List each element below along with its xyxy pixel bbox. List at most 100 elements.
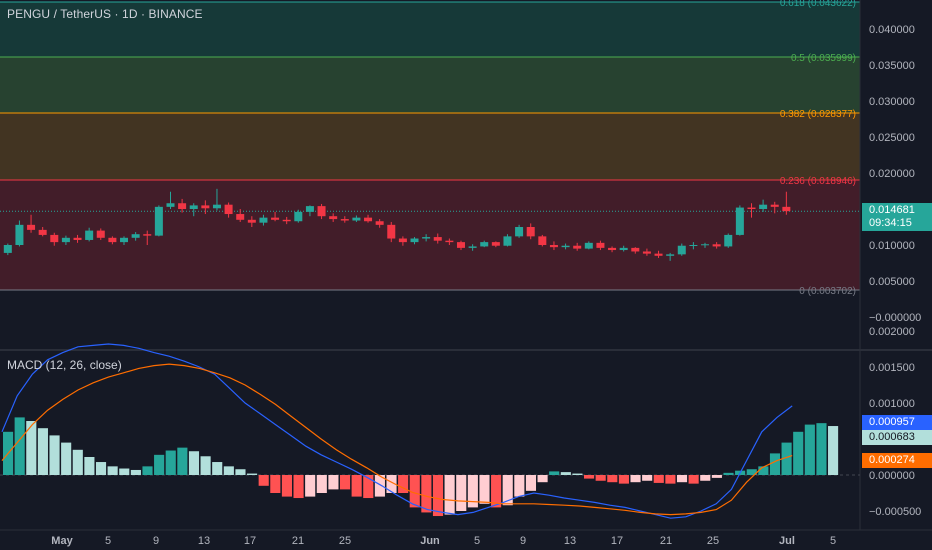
countdown-value: 09:34:15 <box>869 217 912 229</box>
macd-histogram-bar <box>665 475 676 484</box>
time-axis-label: 13 <box>198 535 210 547</box>
price-axis-tick: 0.030000 <box>869 96 915 108</box>
macd-axis-tick: −0.000500 <box>869 506 921 518</box>
candle-body <box>491 242 500 246</box>
macd-axis-tick: 0.001500 <box>869 362 915 374</box>
fib-level-label: 0.5 (0.035999) <box>791 53 856 64</box>
candle-body <box>782 206 791 212</box>
candle-body <box>3 245 12 253</box>
candle-body <box>73 237 82 240</box>
macd-histogram-bar <box>491 475 502 508</box>
candle-body <box>480 242 489 247</box>
macd-histogram-bar <box>363 475 374 499</box>
candle-body <box>364 217 373 222</box>
macd-histogram-bar <box>804 424 815 475</box>
macd-indicator-title[interactable]: MACD (12, 26, close) <box>7 358 122 372</box>
macd-histogram-bar <box>595 475 606 481</box>
candle-body <box>689 245 698 246</box>
candle-body <box>375 221 384 225</box>
candle-body <box>224 204 233 215</box>
macd-histogram-bar <box>700 475 711 481</box>
macd-histogram-bar <box>525 475 537 491</box>
candle-body <box>549 245 558 248</box>
macd-histogram-bar <box>154 454 165 475</box>
macd-histogram-bar <box>723 472 734 475</box>
candle-body <box>410 238 419 243</box>
time-axis-label: 5 <box>474 535 480 547</box>
macd-histogram-bar <box>584 475 595 479</box>
macd-histogram-bar <box>793 431 804 475</box>
signal-line <box>1 363 793 516</box>
macd-histogram-bar <box>107 466 118 475</box>
macd-histogram-bar <box>502 475 513 506</box>
price-axis-tick: 0.035000 <box>869 60 915 72</box>
macd-histogram-bar <box>781 442 792 475</box>
macd-histogram-bar <box>514 475 525 497</box>
macd-histogram-bar <box>188 451 200 475</box>
candle-body <box>282 219 291 222</box>
candle-body <box>15 224 24 245</box>
candle-body <box>538 236 547 245</box>
macd-axis-tick: 0.001000 <box>869 398 915 410</box>
candle-body <box>608 247 617 251</box>
macd-histogram-bar <box>305 475 316 497</box>
candle-body <box>201 205 210 209</box>
symbol-header[interactable]: PENGU / TetherUS · 1D · BINANCE <box>7 7 203 21</box>
candle-body <box>619 247 628 251</box>
macd-histogram-bar <box>758 466 769 475</box>
candle-body <box>631 247 640 252</box>
time-axis-label: May <box>51 535 73 547</box>
macd-histogram-bar <box>688 475 699 484</box>
macd-histogram-bar <box>479 475 490 504</box>
candle-body <box>759 204 768 209</box>
macd-histogram-bar <box>816 423 827 475</box>
macd-histogram-bar <box>14 417 25 475</box>
macd-histogram-bar <box>26 421 37 475</box>
candle-body <box>561 245 570 248</box>
macd-histogram-bar <box>339 475 351 490</box>
candle-body <box>666 254 675 256</box>
macd-histogram-bar <box>258 475 269 486</box>
candle-body <box>456 242 465 248</box>
candle-body <box>247 219 256 223</box>
macd-axis-tick: 0.002000 <box>869 326 915 338</box>
macd-histogram-bar <box>630 475 641 483</box>
time-axis-label: 9 <box>153 535 159 547</box>
candle-body <box>143 234 152 236</box>
macd-histogram-bar <box>119 468 130 475</box>
candle-body <box>294 211 303 222</box>
candle-body <box>108 237 117 243</box>
fib-zone-1 <box>0 57 860 113</box>
candle-body <box>50 234 59 243</box>
candle-body <box>422 237 431 239</box>
candle-body <box>131 234 140 238</box>
price-axis-tick: 0.010000 <box>869 240 915 252</box>
candle-body <box>259 217 268 223</box>
candle-body <box>61 237 70 243</box>
macd-histogram-bar <box>235 469 246 475</box>
macd-histogram-bar <box>676 475 688 483</box>
macd-histogram-bar <box>828 426 839 475</box>
time-axis-label: 13 <box>564 535 576 547</box>
candle-body <box>352 217 361 221</box>
macd-histogram-bar <box>711 475 722 478</box>
candle-body <box>747 207 756 209</box>
price-axis-tick: 0.025000 <box>869 132 915 144</box>
price-axis-tick: 0.020000 <box>869 168 915 180</box>
candle-body <box>445 240 454 243</box>
price-axis-tick: −0.000000 <box>869 312 921 324</box>
macd-histogram-bar <box>374 475 385 497</box>
price-axis-tick: 0.005000 <box>869 276 915 288</box>
macd-histogram-bar <box>351 475 362 497</box>
candle-body <box>27 224 36 230</box>
macd-histogram-bar <box>653 475 664 483</box>
candle-body <box>503 236 512 246</box>
macd-histogram-bar <box>61 442 72 475</box>
macd-histogram-bar <box>84 457 95 475</box>
macd-histogram-bar <box>223 466 234 475</box>
macd-axis-tick: 0.000000 <box>869 470 915 482</box>
candle-body <box>96 230 105 238</box>
macd-histogram-bar <box>247 473 258 475</box>
candle-body <box>654 253 663 256</box>
